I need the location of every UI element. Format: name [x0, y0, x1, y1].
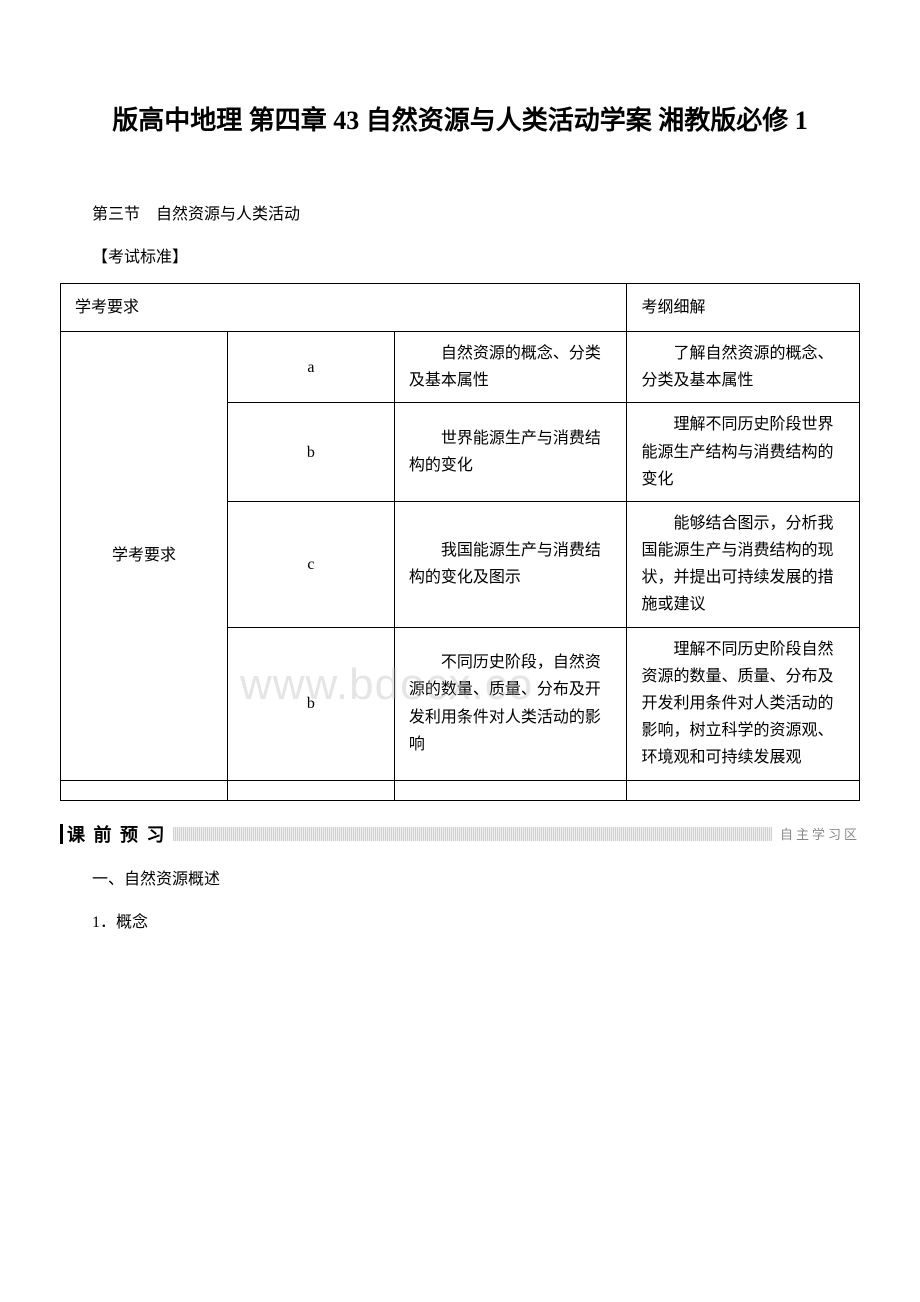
desc-cell: 世界能源生产与消费结构的变化 [394, 403, 627, 502]
header-left-cell: 学考要求 [61, 283, 627, 331]
detail-cell: 理解不同历史阶段自然资源的数量、质量、分布及开发利用条件对人类活动的影响，树立科… [627, 627, 860, 780]
empty-cell [61, 780, 228, 800]
standard-label: 【考试标准】 [60, 245, 860, 271]
detail-cell: 了解自然资源的概念、分类及基本属性 [627, 331, 860, 402]
level-cell: a [227, 331, 394, 402]
preview-banner: 课 前 预 习 自主学习区 [60, 821, 860, 847]
preview-label: 课 前 预 习 [67, 821, 167, 847]
preview-bar-fill [173, 827, 772, 841]
preview-bar-left [60, 824, 63, 844]
preview-right-label: 自主学习区 [780, 824, 860, 843]
desc-cell: 不同历史阶段，自然资源的数量、质量、分布及开发利用条件对人类活动的影响 [394, 627, 627, 780]
header-right-cell: 考纲细解 [627, 283, 860, 331]
table-empty-row [61, 780, 860, 800]
desc-cell: 我国能源生产与消费结构的变化及图示 [394, 501, 627, 627]
table-header-row: 学考要求 考纲细解 [61, 283, 860, 331]
requirements-table: 学考要求 考纲细解 学考要求 a 自然资源的概念、分类及基本属性 了解自然资源的… [60, 283, 860, 801]
section-label: 第三节 自然资源与人类活动 [60, 202, 860, 228]
desc-cell: 自然资源的概念、分类及基本属性 [394, 331, 627, 402]
section1-heading: 一、自然资源概述 [60, 867, 860, 893]
detail-cell: 能够结合图示，分析我国能源生产与消费结构的现状，并提出可持续发展的措施或建议 [627, 501, 860, 627]
table-row: 学考要求 a 自然资源的概念、分类及基本属性 了解自然资源的概念、分类及基本属性 [61, 331, 860, 402]
detail-cell: 理解不同历史阶段世界能源生产结构与消费结构的变化 [627, 403, 860, 502]
level-cell: b [227, 627, 394, 780]
empty-cell [627, 780, 860, 800]
level-cell: b [227, 403, 394, 502]
level-cell: c [227, 501, 394, 627]
empty-cell [227, 780, 394, 800]
section1-item1: 1．概念 [60, 910, 860, 936]
rowspan-label-cell: 学考要求 [61, 331, 228, 780]
main-title: 版高中地理 第四章 43 自然资源与人类活动学案 湘教版必修 1 [60, 100, 860, 142]
empty-cell [394, 780, 627, 800]
